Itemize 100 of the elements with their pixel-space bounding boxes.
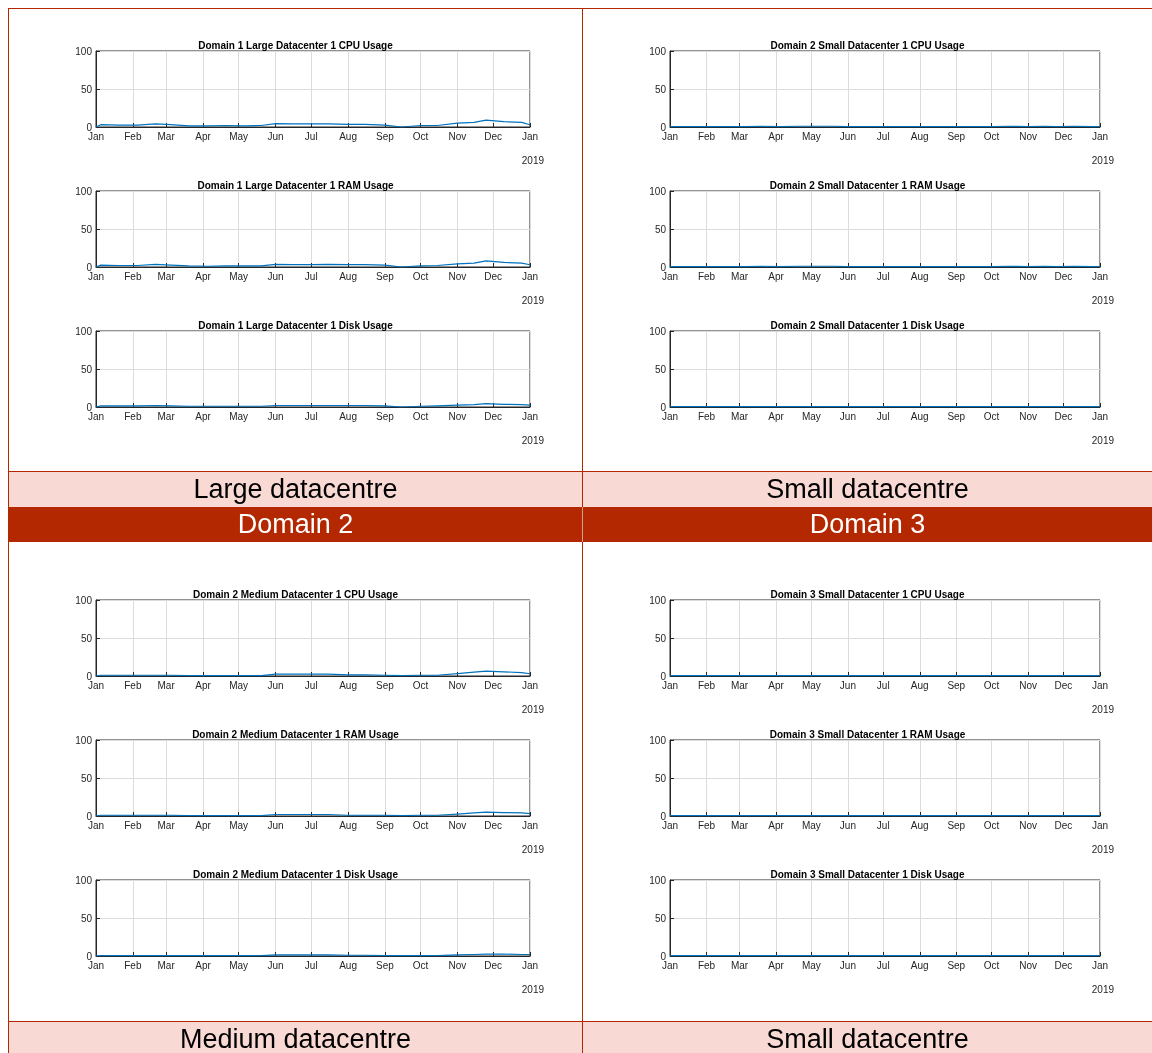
x-tick-label: Nov bbox=[448, 130, 467, 142]
x-tick-label: Nov bbox=[448, 410, 467, 422]
x-tick-label: Jan bbox=[661, 679, 679, 691]
y-tick-label: 100 bbox=[75, 874, 93, 886]
y-tick-label: 0 bbox=[660, 810, 667, 822]
x-tick-label: Jan bbox=[1091, 270, 1109, 282]
y-tick-label: 100 bbox=[649, 734, 667, 746]
y-tick-label: 50 bbox=[654, 772, 667, 784]
x-tick-label: Jul bbox=[876, 679, 890, 691]
text: Medium datacentre bbox=[9, 1021, 583, 1053]
x-tick-label: May bbox=[801, 410, 821, 422]
x-tick-label: Dec bbox=[484, 679, 503, 691]
x-tick-label: Jun bbox=[839, 270, 856, 282]
x-tick-label: Feb bbox=[697, 270, 716, 282]
x-tick-label: Oct bbox=[983, 130, 1000, 142]
x-tick-label: Mar bbox=[730, 130, 749, 142]
chart-title: Domain 1 Large Datacenter 1 CPU Usage bbox=[198, 39, 394, 51]
x-tick-label: Jan bbox=[521, 130, 539, 142]
x-tick-label: Jun bbox=[839, 410, 856, 422]
chart-title: Domain 3 Small Datacenter 1 RAM Usage bbox=[769, 728, 966, 740]
x-tick-label: Sep bbox=[947, 679, 966, 691]
x-tick-label: Nov bbox=[1019, 410, 1038, 422]
x-tick-label: Jan bbox=[521, 270, 539, 282]
x-tick-label: Mar bbox=[157, 270, 176, 282]
y-tick-label: 100 bbox=[75, 734, 93, 746]
y-tick-label: 100 bbox=[649, 45, 667, 57]
x-tick-label: Apr bbox=[195, 819, 212, 831]
x-tick-label: Feb bbox=[124, 410, 142, 422]
x-tick-label: Jul bbox=[876, 819, 890, 831]
chart-title: Domain 2 Small Datacenter 1 CPU Usage bbox=[770, 39, 965, 51]
x-tick-label: Mar bbox=[157, 410, 176, 422]
x-tick-label: May bbox=[801, 270, 821, 282]
x-tick-label: Nov bbox=[1019, 819, 1038, 831]
x-tick-label: Nov bbox=[1019, 959, 1038, 971]
y-tick-label: 0 bbox=[660, 121, 667, 133]
x-tick-label: Jan bbox=[1091, 959, 1109, 971]
x-tick-label: Jun bbox=[839, 130, 856, 142]
y-tick-label: 100 bbox=[649, 325, 667, 337]
x-axis-title: 2019 bbox=[1091, 843, 1115, 855]
x-tick-label: Jul bbox=[304, 959, 318, 971]
x-tick-label: Jan bbox=[87, 270, 105, 282]
x-tick-label: Feb bbox=[697, 679, 716, 691]
x-axis-title: 2019 bbox=[1091, 294, 1115, 306]
chart-title: Domain 3 Small Datacenter 1 Disk Usage bbox=[770, 868, 965, 880]
x-tick-label: Dec bbox=[1054, 270, 1073, 282]
x-tick-label: Oct bbox=[983, 959, 1000, 971]
x-tick-label: Feb bbox=[697, 959, 716, 971]
y-tick-label: 50 bbox=[80, 772, 93, 784]
x-tick-label: Dec bbox=[484, 130, 503, 142]
x-tick-label: Aug bbox=[339, 959, 357, 971]
y-tick-label: 100 bbox=[75, 185, 93, 197]
x-tick-label: Jan bbox=[87, 679, 105, 691]
x-tick-label: Nov bbox=[1019, 679, 1038, 691]
y-tick-label: 100 bbox=[649, 185, 667, 197]
x-tick-label: Feb bbox=[697, 130, 716, 142]
x-tick-label: Jun bbox=[839, 679, 856, 691]
x-tick-label: Aug bbox=[339, 679, 357, 691]
x-tick-label: Oct bbox=[983, 270, 1000, 282]
x-tick-label: Apr bbox=[768, 130, 785, 142]
y-tick-label: 0 bbox=[86, 950, 93, 962]
text: Small datacentre bbox=[583, 471, 1152, 507]
x-tick-label: May bbox=[229, 959, 249, 971]
y-tick-label: 50 bbox=[80, 912, 93, 924]
x-tick-label: Jul bbox=[876, 959, 890, 971]
x-tick-label: Jan bbox=[521, 410, 539, 422]
x-tick-label: Mar bbox=[157, 819, 176, 831]
x-tick-label: Mar bbox=[730, 819, 749, 831]
x-tick-label: Jun bbox=[267, 819, 284, 831]
x-tick-label: Jan bbox=[521, 819, 539, 831]
x-tick-label: Aug bbox=[339, 819, 357, 831]
x-axis-title: 2019 bbox=[521, 703, 545, 715]
x-tick-label: May bbox=[229, 819, 249, 831]
x-tick-label: Jul bbox=[876, 410, 890, 422]
x-tick-label: Oct bbox=[412, 130, 429, 142]
x-tick-label: Jan bbox=[521, 959, 539, 971]
x-tick-label: Sep bbox=[947, 819, 966, 831]
x-tick-label: Jun bbox=[839, 819, 856, 831]
y-tick-label: 50 bbox=[80, 632, 93, 644]
x-tick-label: Sep bbox=[376, 959, 395, 971]
x-tick-label: Mar bbox=[157, 679, 176, 691]
x-tick-label: Jul bbox=[304, 410, 318, 422]
x-tick-label: Jan bbox=[661, 130, 679, 142]
x-tick-label: Jan bbox=[1091, 679, 1109, 691]
x-tick-label: Oct bbox=[412, 410, 429, 422]
x-tick-label: Oct bbox=[412, 679, 429, 691]
y-tick-label: 50 bbox=[654, 83, 667, 95]
text: Domain 2 bbox=[9, 507, 583, 542]
chart-title: Domain 1 Large Datacenter 1 Disk Usage bbox=[198, 319, 394, 331]
x-tick-label: Dec bbox=[1054, 679, 1073, 691]
x-tick-label: Jan bbox=[661, 819, 679, 831]
chart-title: Domain 2 Medium Datacenter 1 RAM Usage bbox=[192, 728, 400, 740]
x-tick-label: Sep bbox=[947, 959, 966, 971]
chart-title: Domain 1 Large Datacenter 1 RAM Usage bbox=[197, 179, 395, 191]
x-tick-label: Sep bbox=[947, 410, 966, 422]
x-tick-label: Apr bbox=[768, 679, 785, 691]
x-tick-label: Jun bbox=[267, 679, 284, 691]
x-tick-label: Apr bbox=[195, 410, 212, 422]
x-tick-label: Jan bbox=[1091, 819, 1109, 831]
x-tick-label: Oct bbox=[412, 959, 429, 971]
x-tick-label: Sep bbox=[376, 410, 395, 422]
